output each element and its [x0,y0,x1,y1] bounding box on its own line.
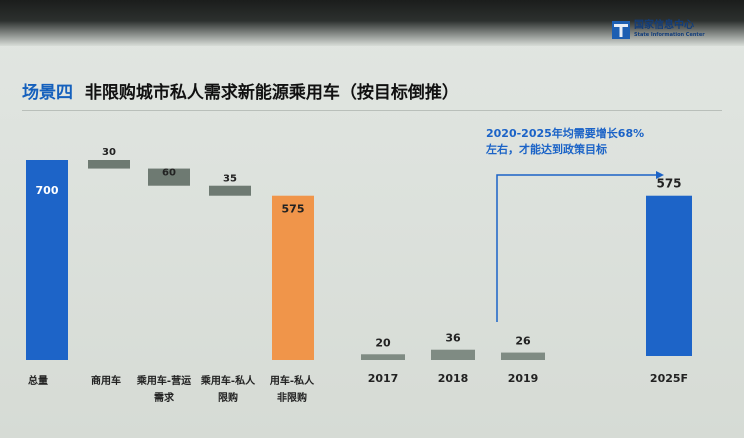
logo-mark-icon [612,21,630,39]
year-category-label-0: 2017 [368,372,399,385]
year-value-label-3: 575 [656,177,681,191]
title-text: 非限购城市私人需求新能源乘用车（按目标倒推） [84,83,459,103]
scene-label: 场景四 [22,83,73,103]
waterfall-bar-1 [88,160,130,169]
category-label-1: 商用车 [91,374,121,387]
waterfall-bar-0 [26,160,68,360]
data-label-3: 35 [223,174,237,185]
logo-name-cn: 国家信息中心 [634,20,694,31]
category-label-3: 乘用车-私人限购 [200,374,256,404]
year-value-label-2: 26 [515,335,531,348]
growth-note-line-1: 2020-2025年均需要增长68% [486,127,645,140]
state-information-center-logo: 国家信息中心 State Information Center [612,20,712,42]
year-bar-3 [646,195,692,356]
year-category-label-1: 2018 [438,372,469,385]
category-label-4: 用车-私人非限购 [269,374,315,404]
waterfall-bar-2 [148,168,190,186]
data-label-0: 700 [36,184,59,197]
category-label-2: 乘用车-营运需求 [136,374,191,404]
waterfall-bar-4 [272,195,314,360]
year-value-label-0: 20 [375,336,391,349]
logo-name-en: State Information Center [634,32,705,38]
growth-arrow-line [496,174,658,322]
data-label-4: 575 [282,203,305,216]
year-bar-2 [501,352,545,360]
waterfall-bar-3 [209,185,251,196]
year-bar-1 [431,349,475,360]
growth-note-line-2: 左右，才能达到政策目标 [486,143,607,156]
category-label-0: 总量 [28,374,48,387]
data-label-1: 30 [102,147,116,158]
year-bar-0 [361,354,405,360]
year-value-label-1: 36 [445,332,461,345]
title-divider [22,110,722,111]
year-category-label-3: 2025F [650,372,688,385]
page-title: 场景四 非限购城市私人需求新能源乘用车（按目标倒推） [22,82,459,104]
data-label-2: 60 [162,168,176,179]
growth-arrow-head-icon [656,171,664,179]
growth-note: 2020-2025年均需要增长68% 左右，才能达到政策目标 [486,126,644,158]
year-category-label-2: 2019 [508,372,539,385]
